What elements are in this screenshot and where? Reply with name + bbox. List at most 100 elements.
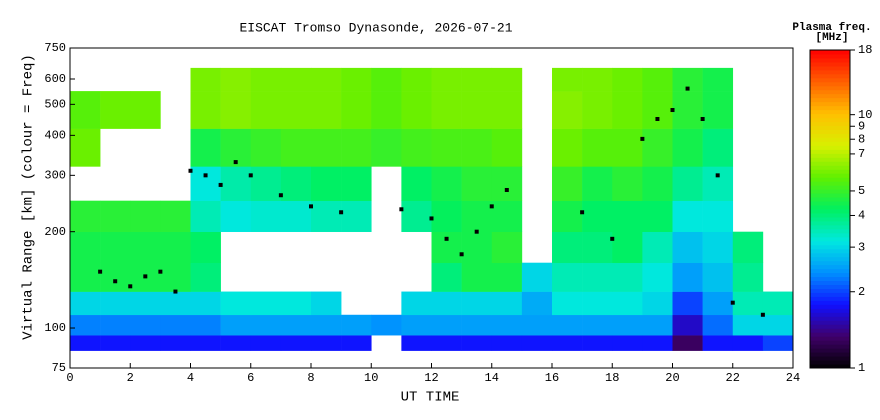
heatmap-cell	[371, 314, 402, 336]
heatmap-cell	[732, 314, 764, 336]
trace-point	[203, 173, 208, 178]
trace-point	[489, 204, 494, 209]
heatmap-cell	[732, 262, 764, 292]
x-tick-label: 4	[187, 371, 194, 385]
colorbar-segment	[810, 308, 850, 313]
colorbar-segment	[810, 173, 850, 178]
colorbar-segment	[810, 121, 850, 127]
colorbar-segment	[810, 57, 850, 63]
colorbar-segment	[810, 81, 850, 87]
heatmap-cell	[431, 67, 462, 92]
heatmap-cell	[491, 262, 523, 292]
colorbar-segment	[810, 209, 850, 214]
colorbar-segment	[810, 212, 850, 218]
heatmap-cell	[250, 291, 282, 316]
colorbar-segment	[810, 320, 850, 325]
heatmap-cell	[702, 335, 734, 351]
trace-point	[399, 207, 404, 212]
heatmap-cell	[642, 262, 673, 292]
heatmap-cell	[582, 200, 613, 232]
heatmap-cell	[732, 291, 764, 316]
heatmap-cell	[190, 128, 221, 167]
trace-point	[474, 229, 479, 234]
heatmap-cell	[280, 291, 312, 316]
colorbar-segment	[810, 101, 850, 107]
colorbar-segment	[810, 332, 850, 337]
heatmap-cell	[250, 314, 282, 336]
trace-point	[233, 160, 238, 165]
y-tick-label: 750	[44, 41, 66, 55]
colorbar-segment	[810, 272, 850, 278]
trace-point	[444, 236, 449, 241]
heatmap-cell	[220, 314, 252, 336]
heatmap-cell	[100, 314, 131, 336]
heatmap-cell	[582, 314, 613, 336]
chart-title: EISCAT Tromso Dynasonde, 2026-07-21	[239, 20, 512, 35]
colorbar-segment	[810, 236, 850, 242]
heatmap-cell	[491, 166, 523, 201]
heatmap-cell	[401, 200, 432, 232]
heatmap-cell	[100, 91, 131, 129]
colorbar-segment	[810, 177, 850, 182]
colorbar-segment	[810, 324, 850, 329]
trace-point	[685, 86, 690, 91]
heatmap-cell	[70, 314, 101, 336]
heatmap-cell	[642, 291, 673, 316]
heatmap-cell	[461, 291, 493, 316]
heatmap-cell	[612, 128, 643, 167]
heatmap-cell	[371, 128, 402, 167]
heatmap-cell	[702, 291, 734, 316]
heatmap-cell	[311, 291, 342, 316]
heatmap-cell	[582, 262, 613, 292]
heatmap-cell	[130, 200, 161, 232]
colorbar-segment	[810, 149, 850, 154]
colorbar-segment	[810, 165, 850, 170]
heatmap-cell	[431, 262, 462, 292]
heatmap-cell	[491, 231, 523, 264]
colorbar-segment	[810, 117, 850, 123]
heatmap-cell	[100, 231, 131, 264]
trace-point	[143, 274, 148, 279]
colorbar-segment	[810, 240, 850, 246]
trace-point	[760, 312, 765, 317]
colorbar-segment	[810, 248, 850, 254]
colorbar-segment	[810, 65, 850, 71]
x-tick-label: 2	[127, 371, 134, 385]
heatmap-cell	[431, 291, 462, 316]
colorbar-segment	[810, 181, 850, 186]
colorbar-segment	[810, 268, 850, 274]
heatmap-cell	[190, 200, 221, 232]
colorbar-segment	[810, 316, 850, 321]
heatmap-cell	[70, 335, 101, 351]
heatmap-cell	[311, 314, 342, 336]
heatmap-cell	[250, 91, 282, 129]
heatmap-cell	[672, 262, 703, 292]
x-tick-label: 18	[605, 371, 619, 385]
heatmap-cell	[100, 262, 131, 292]
heatmap-cell	[341, 67, 372, 92]
heatmap-cell	[762, 314, 794, 336]
colorbar-tick-label: 7	[858, 147, 865, 161]
colorbar-segment	[810, 284, 850, 289]
heatmap-cell	[220, 291, 252, 316]
heatmap-cell	[311, 91, 342, 129]
heatmap-cell	[491, 67, 523, 92]
heatmap-cell	[280, 200, 312, 232]
heatmap-cell	[70, 91, 101, 129]
heatmap-cell	[401, 128, 432, 167]
heatmap-cell	[461, 231, 493, 264]
colorbar-tick-label: 8	[858, 132, 865, 146]
heatmap-cell	[160, 262, 191, 292]
heatmap-cell	[160, 291, 191, 316]
heatmap-cell	[642, 231, 673, 264]
colorbar-segment	[810, 189, 850, 194]
heatmap-cell	[130, 335, 161, 351]
colorbar-tick-label: 5	[858, 184, 865, 198]
heatmap-cell	[552, 67, 583, 92]
heatmap-cell	[672, 91, 703, 129]
colorbar-title: Plasma freq.	[792, 22, 871, 34]
colorbar-tick-label: 9	[858, 119, 865, 133]
heatmap-cell	[461, 128, 493, 167]
heatmap-cell	[431, 231, 462, 264]
y-tick-label: 400	[44, 129, 66, 143]
